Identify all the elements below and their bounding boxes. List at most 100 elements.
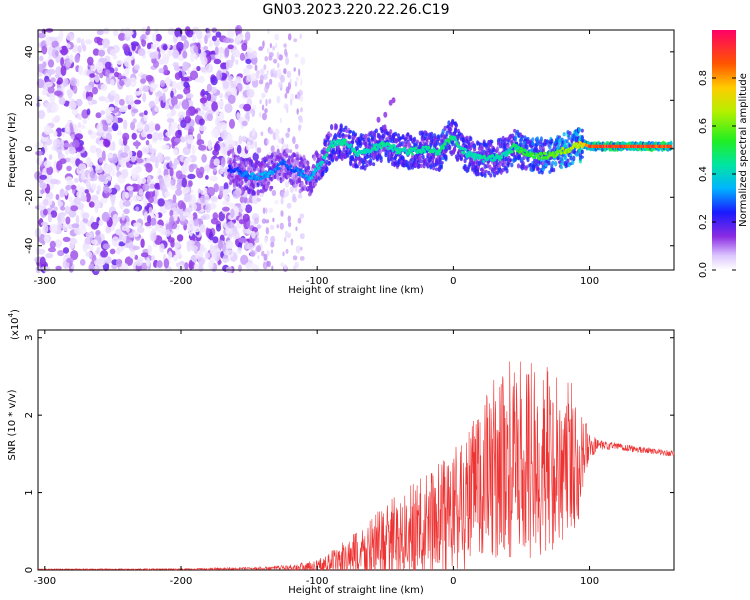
noise-blob <box>57 221 63 231</box>
noise-blob <box>140 238 145 248</box>
noise-blob <box>238 135 243 145</box>
noise-blob <box>276 224 280 229</box>
noise-blob <box>140 177 147 184</box>
noise-blob <box>195 167 200 177</box>
noise-blob <box>247 53 255 59</box>
noise-blob <box>164 201 173 210</box>
noise-blob <box>236 33 244 41</box>
noise-blob <box>110 156 118 164</box>
noise-blob <box>102 190 110 199</box>
noise-blob <box>256 197 262 202</box>
spectrogram-cell <box>483 172 487 178</box>
noise-blob <box>71 223 80 229</box>
ridge-cell <box>330 140 333 144</box>
noise-blob <box>89 73 95 78</box>
noise-blob <box>123 119 128 130</box>
noise-blob <box>208 39 213 48</box>
noise-blob <box>163 258 170 269</box>
noise-blob <box>206 32 212 38</box>
spectrogram-cell <box>312 156 317 161</box>
noise-blob <box>299 233 305 240</box>
noise-blob <box>149 52 157 60</box>
noise-blob <box>206 113 213 122</box>
noise-blob <box>87 129 93 135</box>
noise-blob <box>229 118 235 129</box>
noise-blob <box>171 121 178 130</box>
noise-blob <box>78 205 83 210</box>
spectrogram-cell <box>344 134 348 138</box>
noise-blob <box>143 211 148 222</box>
noise-blob <box>133 222 142 228</box>
noise-blob <box>276 95 281 104</box>
noise-blob <box>236 112 241 120</box>
spectrogram-cell <box>310 188 314 193</box>
noise-blob <box>69 54 74 64</box>
ridge-cell <box>301 169 305 173</box>
noise-blob <box>70 238 78 245</box>
noise-blob <box>290 238 294 246</box>
noise-blob <box>85 232 94 238</box>
spectrogram-cell <box>492 147 496 153</box>
spectrogram-cell <box>415 139 419 144</box>
noise-blob <box>42 266 51 272</box>
noise-blob <box>91 239 98 245</box>
noise-blob <box>210 86 217 94</box>
noise-blob <box>116 59 124 65</box>
noise-blob <box>131 43 136 52</box>
noise-blob <box>156 225 165 233</box>
noise-blob <box>297 194 303 199</box>
noise-blob <box>274 128 280 136</box>
noise-blob <box>144 124 150 132</box>
noise-blob <box>148 196 154 204</box>
noise-blob <box>170 108 176 117</box>
noise-blob <box>75 215 80 225</box>
noise-blob <box>286 232 290 237</box>
noise-blob <box>272 217 275 223</box>
noise-blob <box>89 170 96 179</box>
noise-blob <box>53 130 58 137</box>
noise-blob <box>289 78 292 84</box>
noise-blob <box>54 239 63 248</box>
noise-blob <box>49 224 57 233</box>
noise-blob <box>280 74 285 83</box>
noise-blob <box>107 127 113 134</box>
noise-blob <box>168 250 173 260</box>
noise-blob <box>85 180 91 189</box>
spectrogram-cell <box>439 164 443 170</box>
noise-blob <box>72 85 78 94</box>
noise-blob <box>48 247 56 253</box>
noise-blob <box>285 132 290 138</box>
noise-blob <box>212 236 219 244</box>
noise-blob <box>185 207 193 213</box>
noise-blob <box>285 86 290 94</box>
noise-blob <box>110 78 115 86</box>
noise-blob <box>155 33 162 42</box>
noise-blob <box>212 212 219 221</box>
spectrogram-cell <box>349 130 353 134</box>
spectrogram-cell <box>400 141 404 147</box>
noise-blob <box>147 215 152 224</box>
noise-blob <box>277 81 283 88</box>
noise-blob <box>75 53 80 61</box>
noise-blob <box>140 78 147 84</box>
noise-blob <box>138 188 144 196</box>
noise-blob <box>292 193 296 201</box>
noise-blob <box>94 75 100 83</box>
noise-blob <box>94 203 99 213</box>
noise-blob <box>167 237 175 243</box>
noise-blob <box>65 184 72 191</box>
noise-blob <box>205 203 211 213</box>
x-tick-label: -200 <box>170 576 193 587</box>
noise-blob <box>299 33 302 40</box>
noise-blob <box>220 157 226 168</box>
noise-blob <box>70 134 75 140</box>
noise-blob <box>169 209 174 217</box>
noise-blob <box>220 129 228 140</box>
noise-blob <box>98 96 106 102</box>
noise-blob <box>68 146 77 155</box>
noise-blob <box>66 32 75 42</box>
noise-blob <box>217 46 225 54</box>
noise-blob <box>264 85 269 94</box>
noise-blob <box>285 248 289 254</box>
